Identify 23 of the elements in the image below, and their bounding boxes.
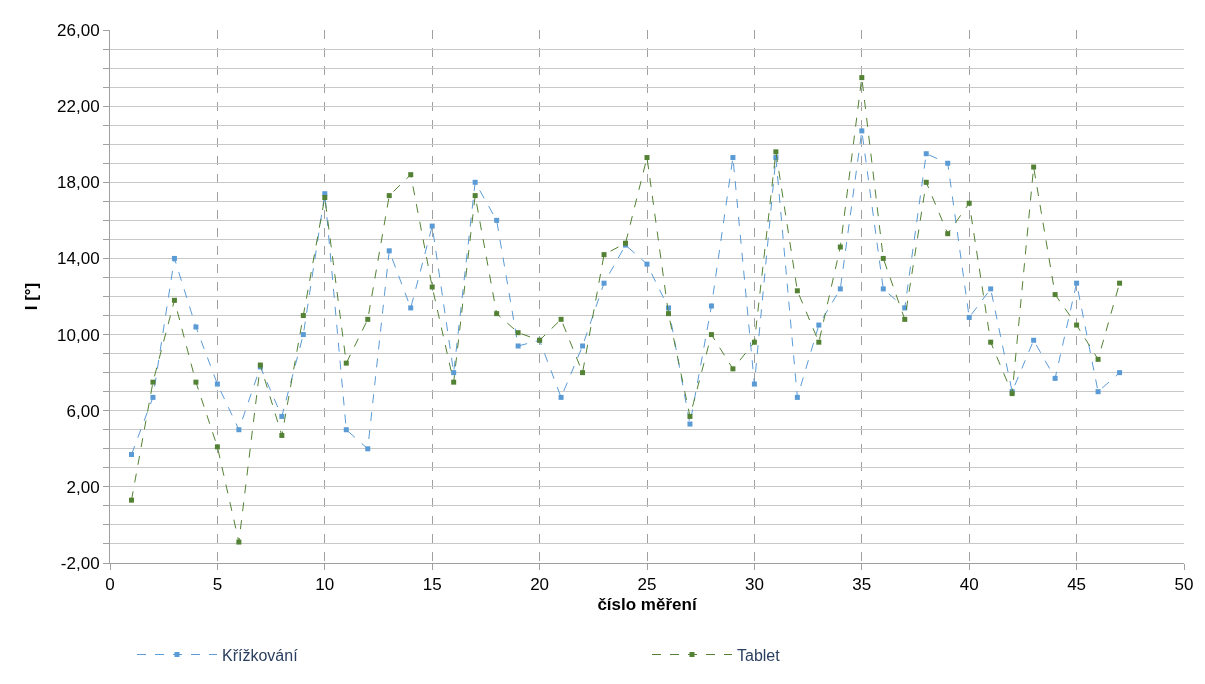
x-tick-label: 40: [959, 575, 979, 595]
y-tick-label: 26,00: [57, 20, 100, 40]
y-tick-label: 18,00: [57, 173, 100, 193]
x-tick-label: 10: [315, 575, 335, 595]
x-tick-label: 30: [744, 575, 764, 595]
legend-label: Křížkování: [222, 646, 299, 664]
legend-label: Tablet: [737, 646, 781, 664]
x-axis-title: číslo měření: [597, 594, 698, 614]
x-tick-label: 45: [1067, 575, 1087, 595]
y-tick-label: 6,00: [66, 401, 100, 421]
y-tick-label: 14,00: [57, 249, 100, 269]
x-tick-label: 50: [1174, 575, 1194, 595]
y-tick-label: -2,00: [60, 553, 100, 573]
y-tick-label: 10,00: [57, 325, 100, 345]
x-tick-label: 15: [422, 575, 442, 595]
y-tick-label: 22,00: [57, 97, 100, 117]
x-tick-label: 35: [852, 575, 872, 595]
x-tick-label: 20: [530, 575, 550, 595]
y-tick-label: 2,00: [66, 477, 100, 497]
y-axis-title: I [°]: [21, 282, 41, 311]
x-tick-label: 5: [212, 575, 223, 595]
x-tick-label: 25: [637, 575, 657, 595]
x-tick-label: 0: [105, 575, 115, 595]
